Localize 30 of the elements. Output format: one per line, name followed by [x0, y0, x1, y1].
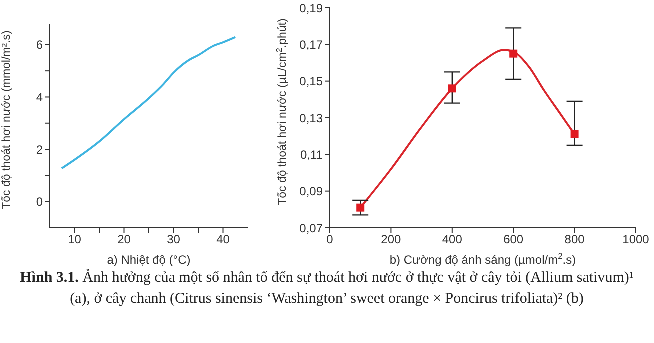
point: [510, 50, 518, 58]
point: [356, 204, 365, 212]
y-tick-label: 0: [36, 195, 44, 210]
y-tick-label: 4: [36, 90, 44, 104]
y-tick-label: 0,17: [300, 38, 324, 52]
y-tick-label: 0,15: [300, 74, 324, 89]
x-tick-label: 0: [326, 232, 334, 247]
text: Hình 3.1.: [20, 270, 80, 286]
line-series: [60, 36, 237, 170]
y-tick-label: 2: [36, 142, 44, 157]
x-tick-label: 400: [442, 232, 463, 247]
x-tick-label: 1000: [622, 232, 650, 247]
x-tick-label: 30: [167, 232, 181, 247]
x-tick-label: 10: [68, 232, 82, 247]
x-axis-title: a) Nhiệt độ (°C): [107, 253, 191, 267]
x-tick-label: 800: [564, 232, 586, 247]
point: [448, 84, 456, 93]
x-tick-label: 20: [118, 232, 132, 247]
y-axis-title: Tốc độ thoát hơi nước (mmol/m².s): [1, 30, 13, 210]
x-tick-label: 200: [381, 232, 402, 247]
y-tick-label: 0,13: [300, 111, 324, 126]
point: [570, 130, 579, 138]
x-tick-label: 600: [504, 232, 524, 247]
y-tick-label: 0,19: [300, 1, 324, 16]
y-tick-label: 0,07: [300, 221, 324, 236]
y-tick-label: 0,09: [300, 184, 324, 199]
x-axis-title: b) Cường độ ánh sáng (µmol/m$^{2}$.s): [390, 251, 576, 267]
y-tick-label: 6: [36, 38, 44, 52]
x-tick-label: 40: [216, 232, 230, 247]
y-tick-label: 0,11: [300, 148, 324, 162]
